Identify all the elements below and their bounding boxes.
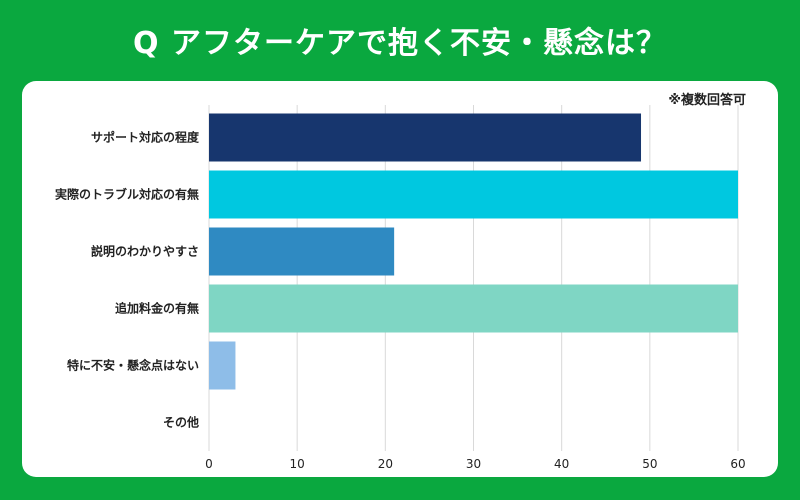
x-tick-label: 60 <box>730 457 745 471</box>
x-tick-label: 20 <box>378 457 393 471</box>
page-title: Q アフターケアで抱く不安・懸念は？ <box>133 26 667 61</box>
category-label: 実際のトラブル対応の有無 <box>55 187 199 202</box>
category-label: 特に不安・懸念点はない <box>67 358 199 373</box>
chart-card: ※複数回答可 0 10 20 30 40 50 60 サポート対応の程度実際のトラブル対応の有… <box>22 81 778 477</box>
category-label: その他 <box>163 415 199 430</box>
bar <box>209 170 738 219</box>
x-tick-label: 0 <box>205 457 213 471</box>
x-tick-label: 50 <box>642 457 657 471</box>
bar-chart: 0 10 20 30 40 50 60 サポート対応の程度実際のトラブル対応の有無説明のわかり… <box>55 105 746 471</box>
bar <box>209 341 236 390</box>
category-label: 説明のわかりやすさ <box>91 244 199 259</box>
x-tick-label: 30 <box>466 457 481 471</box>
multiple-answer-note: ※複数回答可 <box>668 93 746 108</box>
bar <box>209 227 395 276</box>
category-label: サポート対応の程度 <box>91 130 200 145</box>
x-tick-label: 10 <box>290 457 305 471</box>
category-label: 追加料金の有無 <box>115 301 199 316</box>
bar <box>209 284 738 333</box>
x-tick-label: 40 <box>554 457 569 471</box>
bar <box>209 113 642 162</box>
